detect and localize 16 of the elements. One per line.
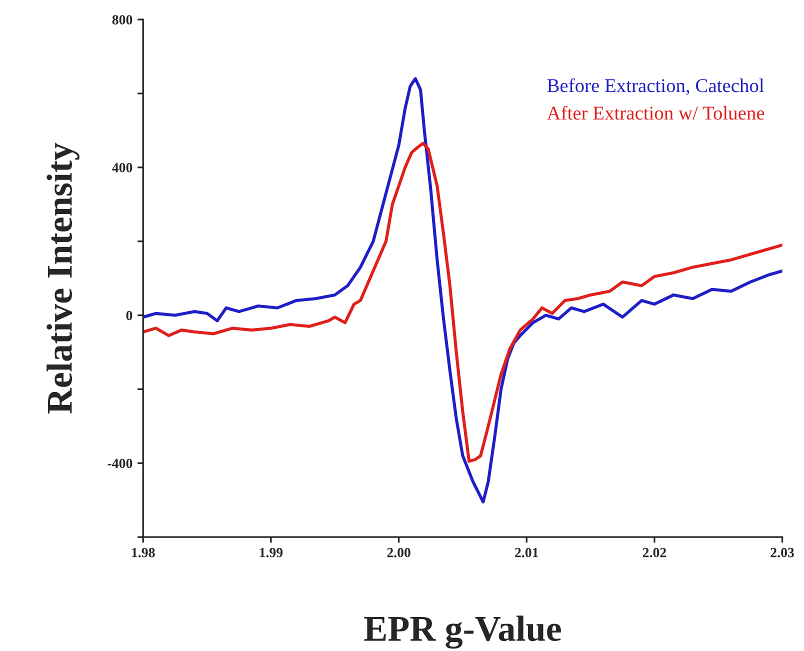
- y-axis-title: Relative Intensity: [46, 142, 80, 414]
- y-tick-label: -400: [108, 458, 132, 468]
- x-tick-label: 1.98: [132, 548, 155, 558]
- y-tick-label: 400: [112, 162, 132, 172]
- y-tick-label: 800: [112, 15, 132, 24]
- text: After Extraction w/ Toluene: [546, 106, 764, 120]
- x-tick-label: 2.02: [642, 548, 666, 558]
- x-tick-label: 2.03: [770, 548, 794, 558]
- y-tick-label: 0: [126, 310, 132, 320]
- x-tick-label: 2.00: [387, 548, 410, 558]
- line-series: [143, 142, 782, 463]
- text: Before Extraction, Catechol: [547, 78, 764, 96]
- line-series: [143, 77, 782, 504]
- x-tick-label: 1.99: [260, 548, 283, 558]
- x-axis-title: EPR g-Value: [364, 616, 561, 649]
- x-tick-label: 2.01: [515, 548, 538, 558]
